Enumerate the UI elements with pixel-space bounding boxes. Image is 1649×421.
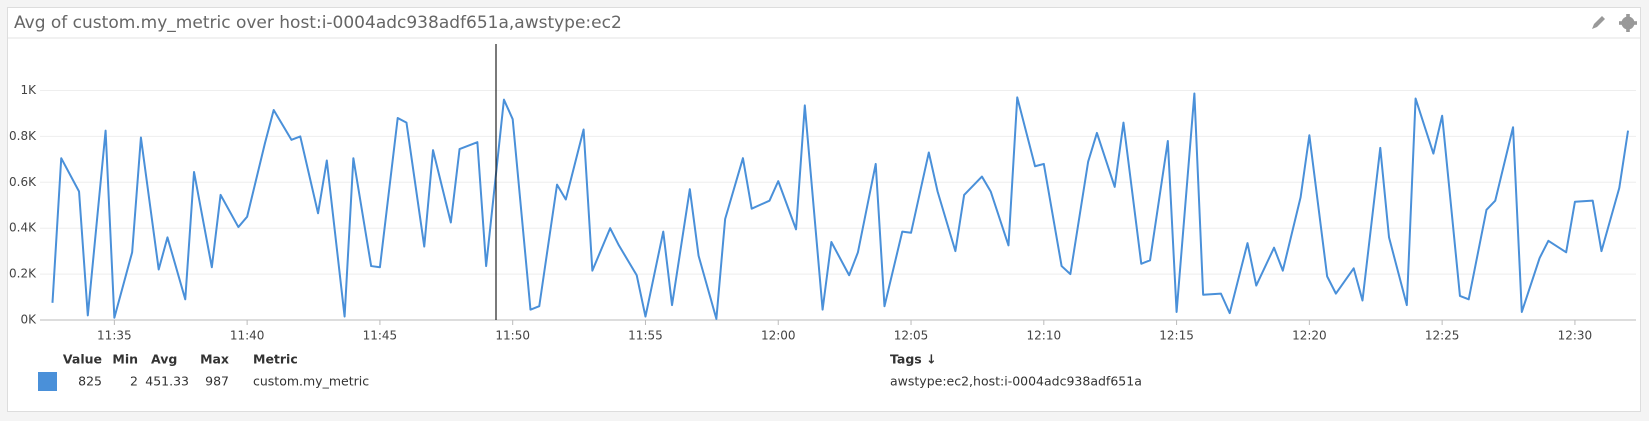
x-tick-label: 12:00 xyxy=(761,329,796,343)
x-tick-label: 12:05 xyxy=(894,329,929,343)
legend-metric: custom.my_metric xyxy=(253,374,369,389)
legend-value: 825 xyxy=(78,374,102,389)
x-tick-label: 12:20 xyxy=(1292,329,1327,343)
legend-tags: awstype:ec2,host:i-0004adc938adf651a xyxy=(890,374,1142,389)
x-tick-label: 12:30 xyxy=(1558,329,1593,343)
y-tick-label: 0.8K xyxy=(9,129,37,143)
widget xyxy=(7,7,1641,412)
legend-header: Metric xyxy=(253,352,298,367)
legend-header: Value xyxy=(63,352,102,367)
series-line xyxy=(51,92,1630,320)
legend-header[interactable]: Tags ↓ xyxy=(890,352,937,367)
y-tick-label: 0K xyxy=(20,313,37,327)
x-tick-label: 11:55 xyxy=(628,329,663,343)
y-tick-label: 0.4K xyxy=(9,221,37,235)
x-tick-label: 11:50 xyxy=(495,329,530,343)
legend-max: 987 xyxy=(205,374,229,389)
legend-min: 2 xyxy=(130,374,138,389)
plot-area: 0K 0.2K 0.4K 0.6K 0.8K 1K 11:35 11:40 11:45 11:50… xyxy=(9,83,1636,343)
x-tick-label: 11:35 xyxy=(97,329,132,343)
x-tick-label: 12:15 xyxy=(1159,329,1194,343)
y-tick-label: 1K xyxy=(20,83,37,97)
legend-header: Max xyxy=(200,352,229,367)
settings-icon[interactable] xyxy=(1619,14,1637,32)
chart-title: Avg of custom.my_metric over host:i-0004… xyxy=(14,13,622,33)
edit-icon[interactable] xyxy=(1592,16,1605,29)
legend-header: Avg xyxy=(151,352,177,367)
legend-swatch xyxy=(38,372,57,391)
y-tick-label: 0.6K xyxy=(9,175,37,189)
x-tick-label: 11:45 xyxy=(363,329,398,343)
legend-avg: 451.33 xyxy=(145,374,189,389)
x-tick-label: 11:40 xyxy=(230,329,265,343)
legend-header: Min xyxy=(112,352,138,367)
x-tick-label: 12:25 xyxy=(1425,329,1460,343)
x-tick-label: 12:10 xyxy=(1027,329,1062,343)
y-tick-label: 0.2K xyxy=(9,267,37,281)
